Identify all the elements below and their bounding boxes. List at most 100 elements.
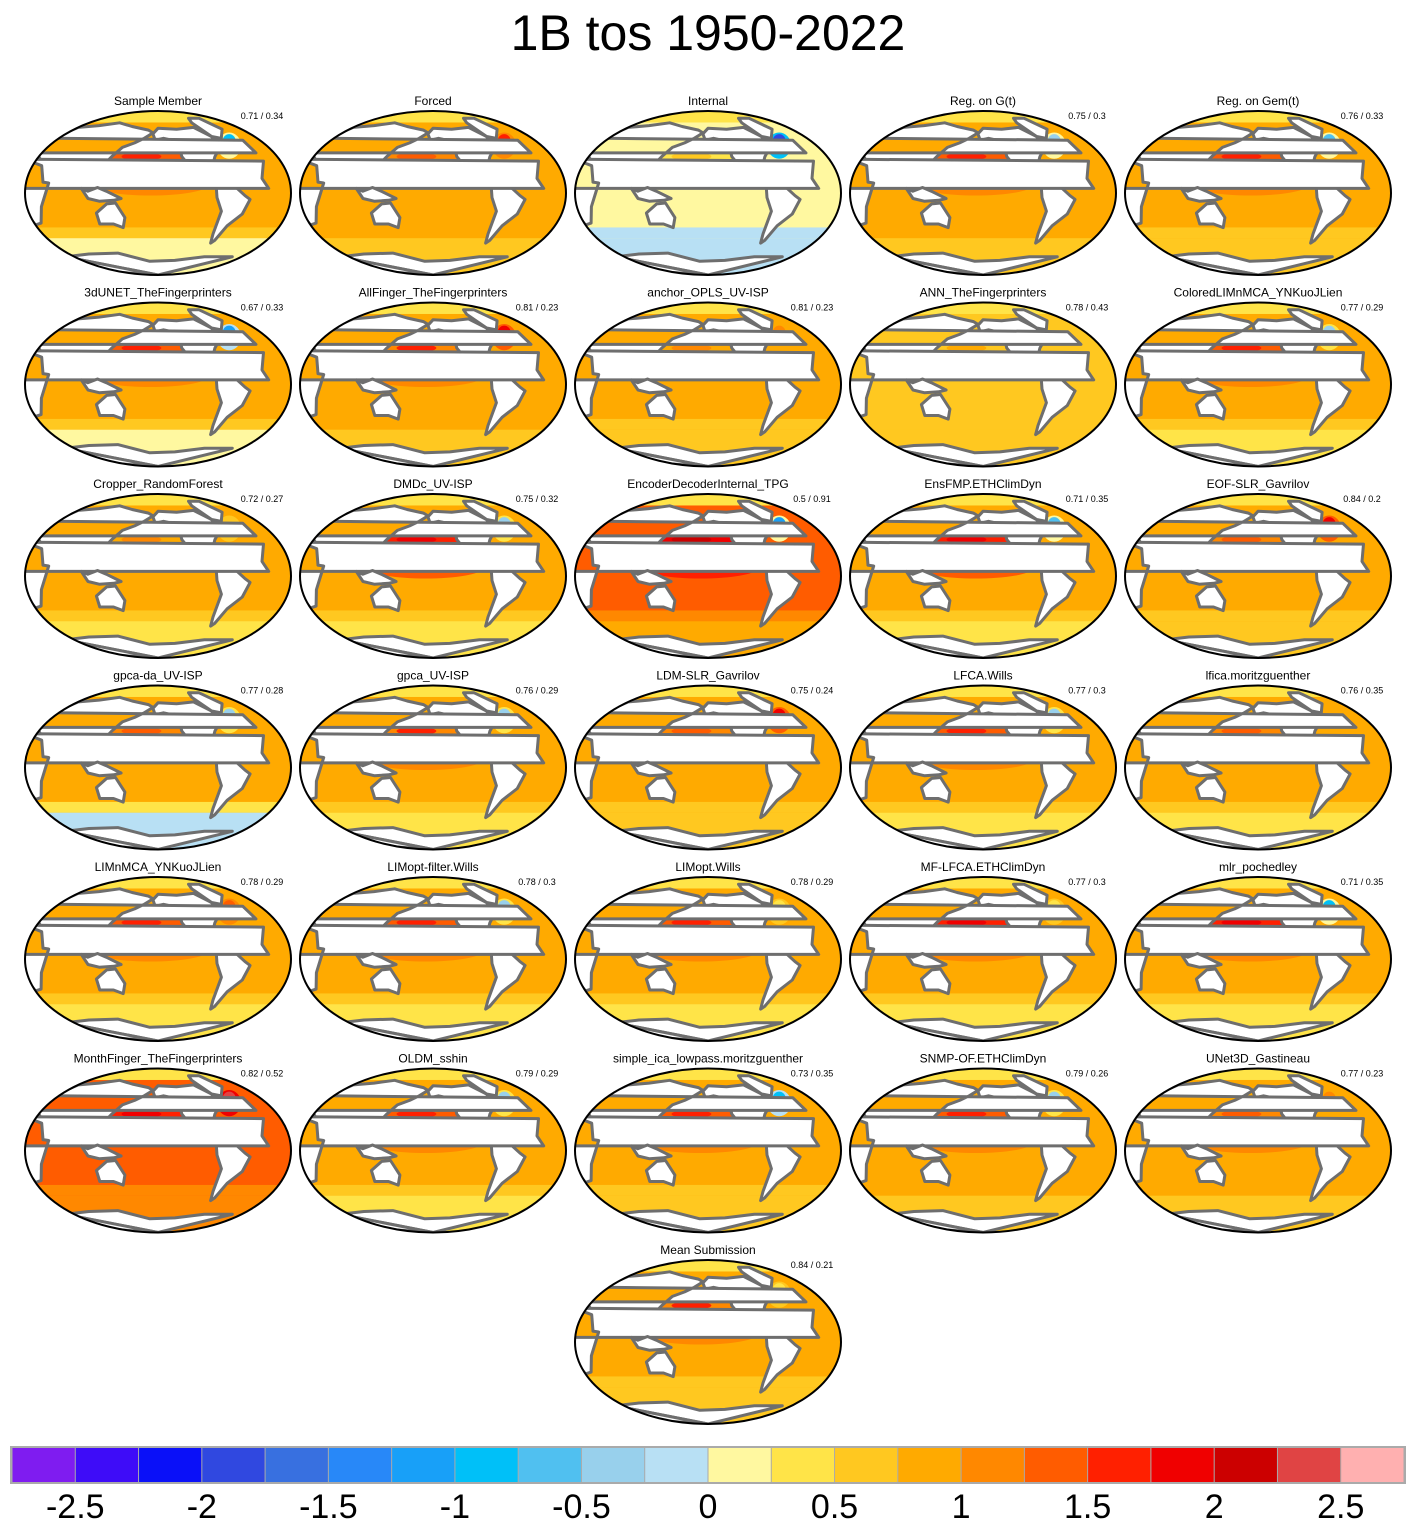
colorbar-box [645, 1448, 708, 1482]
land-maritime [904, 186, 948, 203]
map-border [299, 684, 567, 851]
panel-title: SNMP-OF.ETHClimDyn [920, 1052, 1047, 1066]
panel-score: 0.78 / 0.3 [518, 877, 556, 887]
panel-score: 0.84 / 0.21 [791, 1260, 834, 1270]
southern-transition [1125, 801, 1391, 813]
map-panel: LIMnMCA_YNKuoJLien 0.78 / 0.29 [24, 860, 292, 1042]
arctic-region [850, 494, 1116, 506]
land-australia [644, 1159, 677, 1187]
southern-transition [25, 610, 291, 622]
land-antarctica [338, 634, 509, 658]
land-australia [919, 393, 952, 421]
land-antarctica [338, 251, 509, 275]
arctic-region [575, 1068, 841, 1080]
map-border [849, 1067, 1117, 1234]
colorbar-box [1088, 1448, 1151, 1482]
land-australia [644, 1350, 677, 1379]
panel-score: 0.77 / 0.3 [1068, 686, 1106, 696]
panel-title: LFCA.Wills [953, 669, 1012, 683]
panel-title: LIMnMCA_YNKuoJLien [95, 860, 222, 874]
panel-title: mlr_pochedley [1219, 860, 1297, 874]
land-antarctica [613, 826, 784, 850]
map-panel: Internal [574, 94, 842, 276]
land-greenland [1012, 691, 1049, 715]
panel-score: 0.76 / 0.29 [516, 686, 559, 696]
panel-score: 0.84 / 0.2 [1343, 494, 1381, 504]
sst-anomaly-field [300, 685, 566, 850]
land-australia [94, 584, 127, 613]
land-antarctica [888, 251, 1059, 275]
map-border [1124, 301, 1392, 468]
southern-transition [300, 993, 566, 1005]
panel-title: Forced [414, 94, 451, 108]
land-south-america [1309, 756, 1352, 820]
panel-title: LIMopt.Wills [675, 860, 740, 874]
arctic-region [25, 685, 291, 697]
southern-transition [300, 227, 566, 239]
sst-anomaly-field [501, 1260, 841, 1424]
land-greenland [1287, 1074, 1324, 1098]
panel-title: LIMopt-filter.Wills [387, 860, 478, 874]
land-maritime [904, 377, 948, 395]
panel-title: MonthFinger_TheFingerprinters [74, 1052, 243, 1066]
land-greenland [187, 1074, 224, 1098]
land-maritime [1179, 186, 1223, 203]
land-antarctica [63, 1017, 234, 1041]
colorbar-box [12, 1448, 75, 1482]
land-australia [644, 967, 677, 996]
land-antarctica [1163, 826, 1334, 850]
land-africa [0, 159, 19, 225]
panel-title: Reg. on Gem(t) [1217, 94, 1300, 108]
map-panel: Sample Member 0.71 / 0.34 [0, 94, 292, 276]
land-maritime [1179, 952, 1223, 969]
land-greenland [1287, 499, 1324, 523]
panel-title: Mean Submission [660, 1243, 755, 1257]
map-border [24, 684, 292, 851]
colorbar-box [1024, 1448, 1088, 1482]
map-border [574, 684, 842, 851]
colorbar-tick-label: 0.5 [811, 1488, 858, 1526]
panel-title: LDM-SLR_Gavrilov [656, 669, 759, 683]
land-antarctica [613, 634, 784, 658]
land-maritime [79, 760, 123, 778]
land-antarctica [613, 1209, 784, 1233]
panel-title: 3dUNET_TheFingerprinters [84, 286, 231, 300]
land-antarctica [613, 1017, 784, 1041]
colorbar-tick-label: 0 [699, 1488, 718, 1526]
land-africa [0, 542, 19, 608]
land-maritime [904, 1143, 948, 1161]
sst-anomaly-field [25, 877, 291, 1041]
colorbar-tick-label: 1 [952, 1488, 971, 1526]
sst-anomaly-field [850, 494, 1116, 658]
map-border [849, 110, 1117, 276]
panel-score: 0.81 / 0.23 [516, 303, 559, 313]
land-south-america [501, 1332, 550, 1392]
southern-transition [1125, 227, 1391, 239]
land-antarctica [1163, 1209, 1334, 1233]
panel-score: 0.75 / 0.32 [516, 494, 559, 504]
land-antarctica [338, 1017, 509, 1041]
land-australia [369, 584, 402, 613]
land-greenland [1012, 308, 1049, 332]
arctic-region [850, 877, 1116, 889]
land-australia [1194, 1159, 1227, 1187]
arctic-region [25, 877, 291, 889]
land-maritime [904, 952, 948, 969]
land-australia [644, 776, 677, 804]
land-south-america [209, 564, 252, 628]
land-greenland [1012, 1074, 1049, 1098]
land-australia [919, 201, 952, 230]
map-border [24, 1067, 292, 1234]
map-border [1124, 876, 1392, 1042]
arctic-region [575, 494, 841, 506]
panel-title: UNet3D_Gastineau [1206, 1052, 1310, 1066]
land-south-america [1034, 564, 1077, 628]
land-maritime [354, 186, 398, 203]
land-greenland [1287, 882, 1324, 906]
land-greenland [737, 691, 774, 715]
land-greenland [737, 1265, 774, 1289]
map-border [299, 1067, 567, 1234]
land-maritime [629, 952, 673, 969]
panel-score: 0.67 / 0.33 [241, 303, 284, 313]
